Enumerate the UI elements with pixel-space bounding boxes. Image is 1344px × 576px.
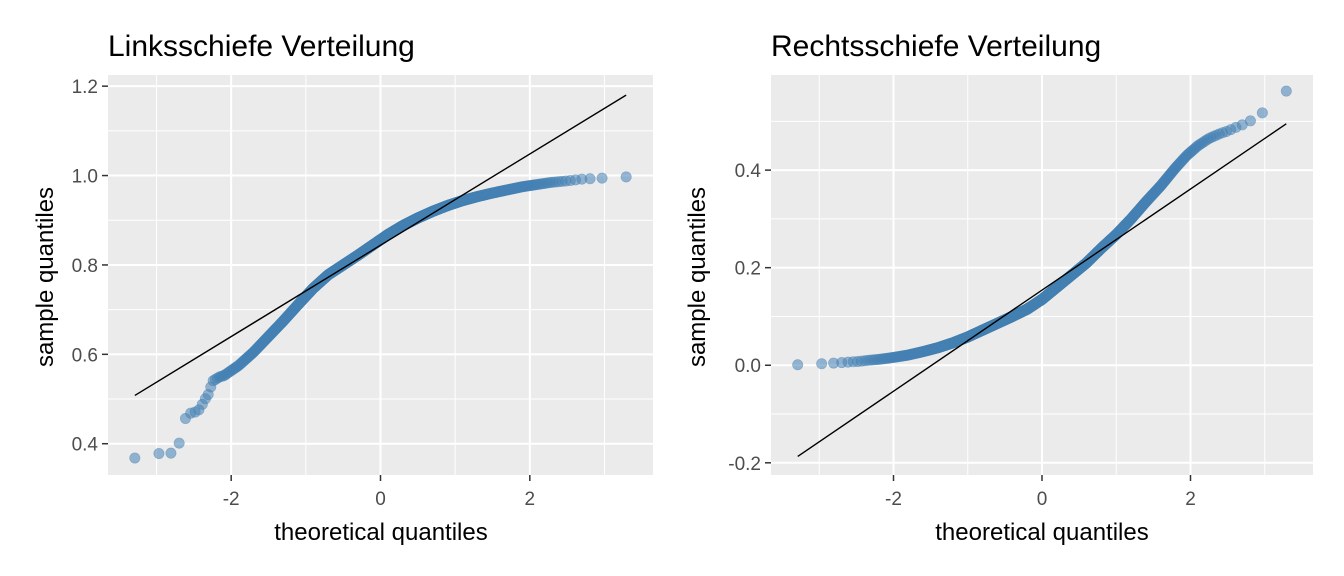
y-tick-label-left: 1.0 <box>72 167 98 188</box>
y-tick-label-left: 0.6 <box>72 345 98 366</box>
y-tick-label-right: -0.2 <box>728 454 761 475</box>
y-tick-label-right: 0.2 <box>735 259 761 280</box>
x-tick-label-left: 2 <box>525 489 536 510</box>
chart-panel-right: Rechtsschiefe Verteilung -2 0 2 -0.2 0.0 0.2 0… <box>684 30 1313 546</box>
chart-title-right: Rechtsschiefe Verteilung <box>771 30 1101 63</box>
reference-line-right <box>797 123 1287 458</box>
chart-panel-left: Linksschiefe Verteilung -2 0 2 0.4 0.6 0.8 1.0… <box>32 30 653 546</box>
y-tick-label-right: 0.0 <box>735 356 761 377</box>
data-point-right <box>1244 115 1256 127</box>
data-point-left <box>129 452 141 464</box>
data-point-right <box>792 359 804 371</box>
data-point-right <box>1256 107 1268 119</box>
points-left <box>129 171 632 464</box>
x-axis-title-left: theoretical quantiles <box>274 519 487 546</box>
x-axis-title-right: theoretical quantiles <box>935 519 1148 546</box>
data-point-right <box>816 358 828 370</box>
y-tick-label-right: 0.4 <box>735 161 762 182</box>
y-axis-title-left: sample quantiles <box>32 187 59 367</box>
data-point-left <box>173 437 185 449</box>
data-point-left <box>596 172 608 184</box>
x-tick-label-left: 0 <box>375 489 386 510</box>
x-tick-label-right: 0 <box>1037 489 1048 510</box>
ticks-right: -2 0 2 -0.2 0.0 0.2 0.4 <box>728 161 1196 510</box>
x-tick-label-right: 2 <box>1185 489 1196 510</box>
y-axis-title-right: sample quantiles <box>684 187 711 367</box>
x-tick-label-right: -2 <box>885 489 902 510</box>
data-point-left <box>620 171 632 183</box>
data-point-left <box>165 447 177 459</box>
reference-line-left <box>134 94 627 397</box>
y-tick-label-left: 0.4 <box>72 435 99 456</box>
gridlines-left <box>108 75 653 475</box>
y-tick-label-left: 0.8 <box>72 256 98 277</box>
ticks-left: -2 0 2 0.4 0.6 0.8 1.0 1.2 <box>72 77 536 510</box>
data-point-right <box>1280 85 1292 97</box>
points-right <box>792 85 1292 371</box>
y-tick-label-left: 1.2 <box>72 77 98 98</box>
chart-title-left: Linksschiefe Verteilung <box>108 30 415 63</box>
data-point-left <box>584 173 596 185</box>
data-point-left <box>153 448 165 460</box>
x-tick-label-left: -2 <box>223 489 240 510</box>
